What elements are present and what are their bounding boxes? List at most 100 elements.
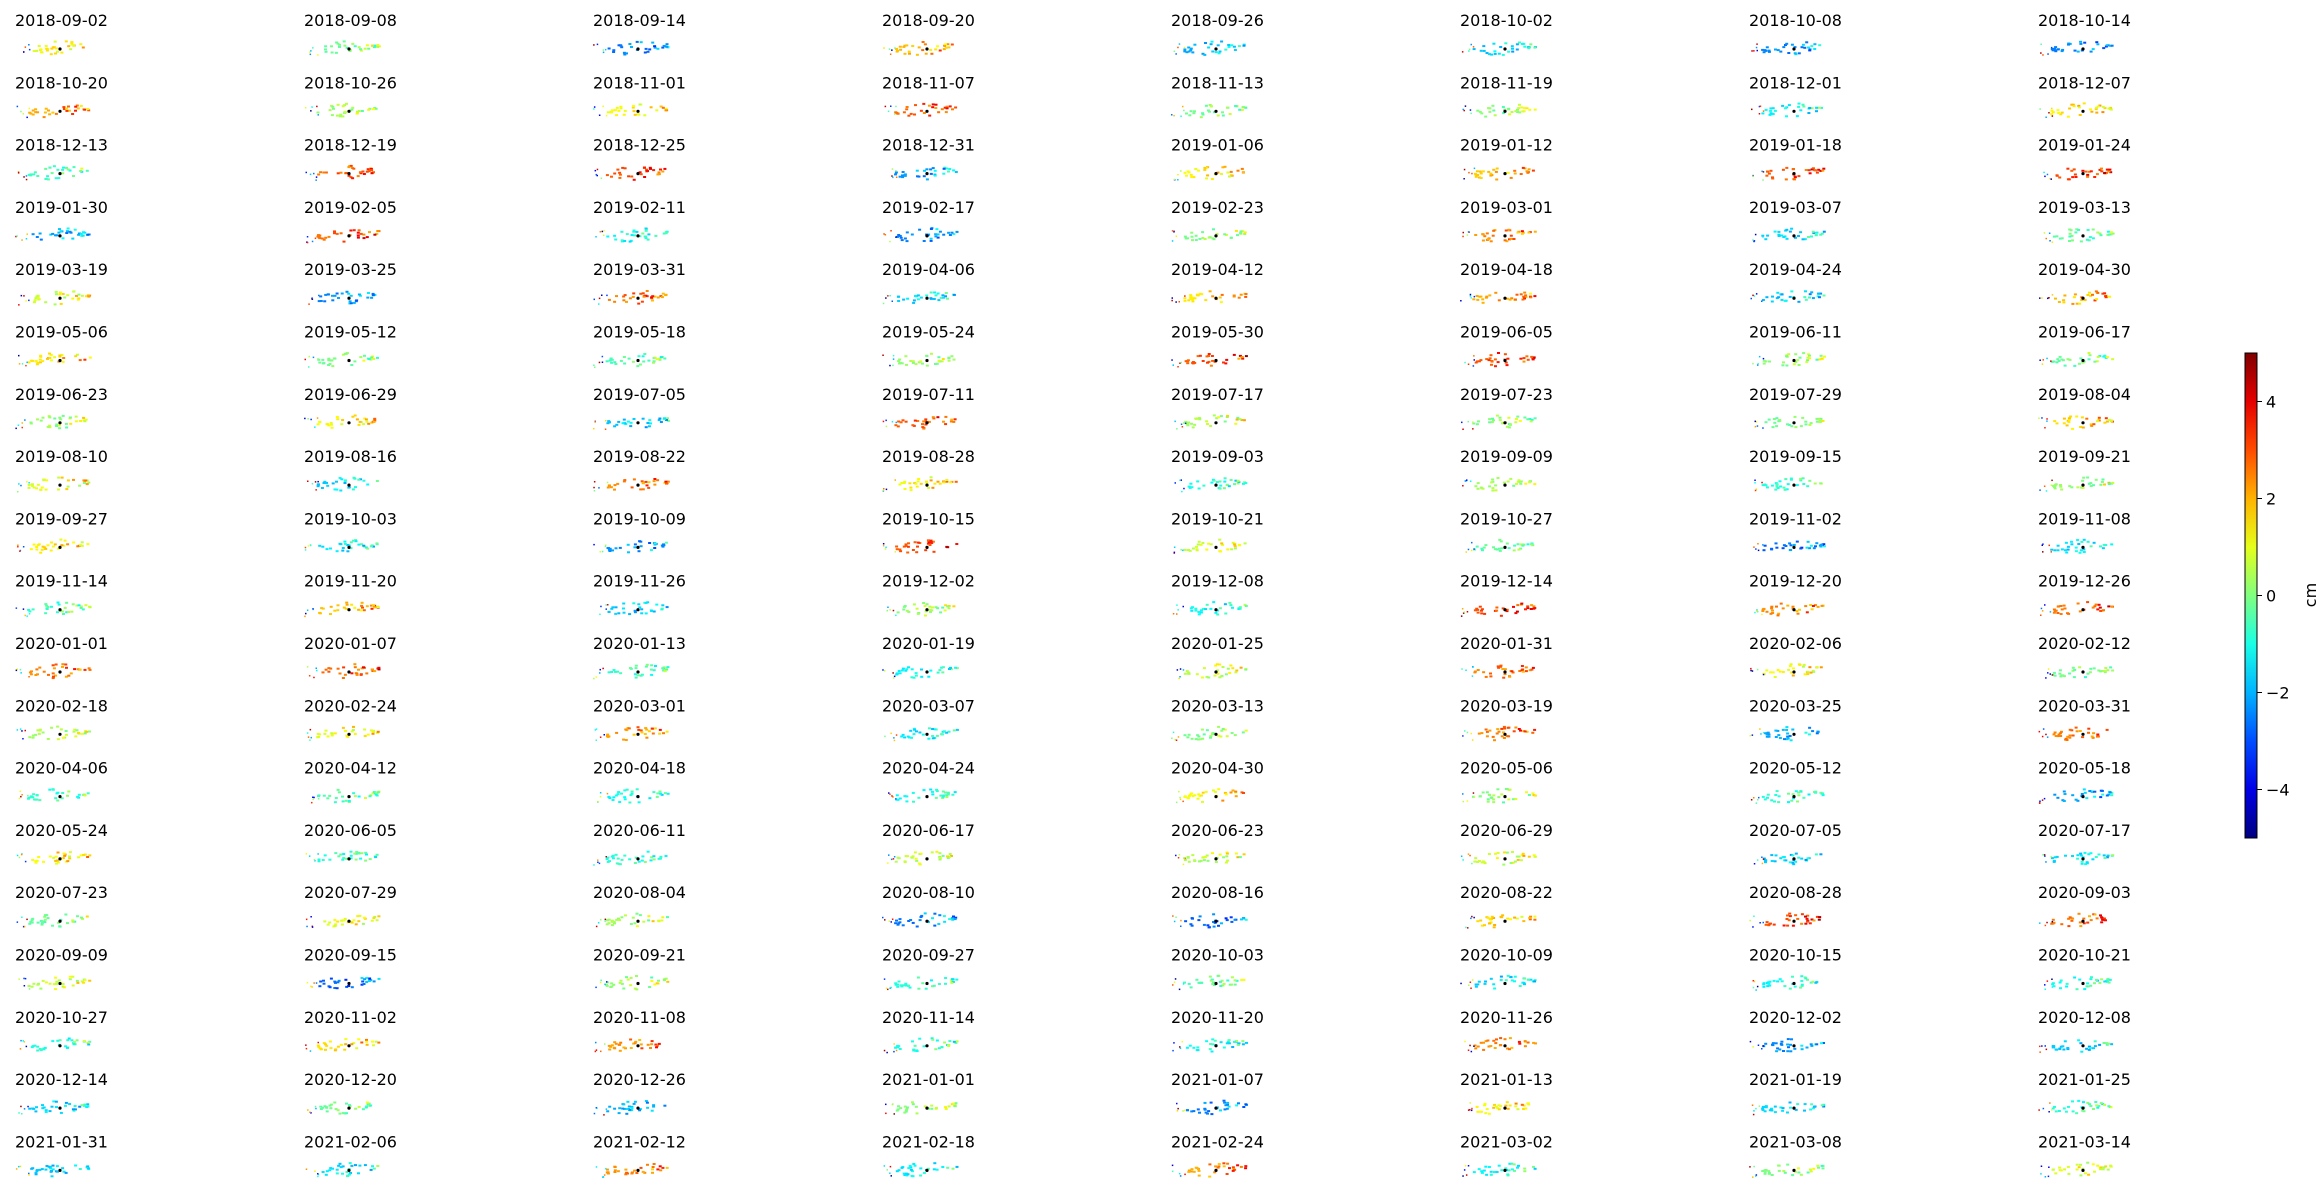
- thumbnail-pixel: [339, 115, 342, 117]
- thumbnail-pixel: [2095, 979, 2098, 981]
- thumbnail-pixel: [79, 359, 82, 361]
- thumbnail-pixel: [638, 861, 641, 863]
- thumbnail-pixel: [51, 172, 54, 174]
- thumbnail-pixel: [950, 982, 953, 984]
- thumbnail-pixel: [1465, 480, 1467, 482]
- thumbnail-pixel: [1171, 359, 1173, 361]
- thumbnail-pixel: [1799, 357, 1802, 359]
- thumbnail-pixel: [23, 978, 25, 980]
- thumbnail-pixel: [2057, 109, 2060, 111]
- thumbnail-pixel: [1786, 423, 1789, 425]
- thumbnail-pixel: [1471, 550, 1473, 552]
- thumbnail-pixel: [899, 362, 902, 364]
- thumbnail-pixel: [1527, 543, 1530, 545]
- thumbnail-pixel: [1751, 50, 1753, 52]
- thumbnail-pixel: [1219, 981, 1222, 983]
- thumbnail-pixel: [2068, 108, 2071, 110]
- thumbnail-pixel: [1751, 109, 1753, 111]
- thumbnail-pixel: [52, 676, 55, 678]
- thumbnail-pixel: [899, 918, 902, 920]
- thumbnail-pixel: [1217, 788, 1220, 790]
- thumbnail-pixel: [933, 292, 936, 294]
- thumbnail-pixel: [654, 357, 657, 359]
- thumbnail-pixel: [927, 738, 930, 740]
- thumbnail-pixel: [28, 361, 31, 363]
- panel-thumbnail: [1750, 663, 1823, 678]
- thumbnail-pixel: [606, 295, 608, 297]
- reference-point: [925, 234, 928, 237]
- thumbnail-pixel: [608, 299, 611, 301]
- thumbnail-pixel: [1781, 299, 1784, 301]
- thumbnail-pixel: [893, 355, 895, 357]
- panel-thumbnail: [1176, 788, 1245, 803]
- thumbnail-pixel: [1529, 43, 1532, 45]
- thumbnail-pixel: [1234, 547, 1237, 549]
- thumbnail-pixel: [1764, 861, 1767, 863]
- thumbnail-pixel: [323, 795, 326, 797]
- thumbnail-pixel: [341, 293, 344, 295]
- thumbnail-pixel: [929, 49, 932, 51]
- thumbnail-pixel: [1792, 606, 1795, 608]
- thumbnail-pixel: [1519, 358, 1522, 360]
- thumbnail-pixel: [1188, 673, 1191, 675]
- thumbnail-pixel: [594, 490, 596, 492]
- thumbnail-pixel: [377, 915, 380, 917]
- thumbnail-pixel: [1245, 605, 1248, 607]
- thumbnail-pixel: [600, 982, 602, 984]
- thumbnail-pixel: [72, 603, 75, 605]
- thumbnail-pixel: [1760, 733, 1762, 735]
- thumbnail-pixel: [344, 1038, 347, 1040]
- thumbnail-pixel: [658, 171, 661, 173]
- panel-thumbnail: [1462, 726, 1536, 741]
- thumbnail-pixel: [2103, 355, 2106, 357]
- thumbnail-pixel: [637, 726, 640, 728]
- thumbnail-pixel: [1212, 228, 1215, 230]
- thumbnail-pixel: [1516, 109, 1519, 111]
- reference-point: [1503, 982, 1506, 985]
- thumbnail-pixel: [66, 860, 69, 862]
- thumbnail-pixel: [898, 670, 901, 672]
- thumbnail-pixel: [1481, 298, 1484, 300]
- thumbnail-pixel: [1783, 925, 1786, 927]
- thumbnail-pixel: [318, 612, 321, 614]
- thumbnail-pixel: [1184, 920, 1187, 922]
- thumbnail-pixel: [1802, 44, 1805, 46]
- thumbnail-pixel: [2053, 420, 2056, 422]
- thumbnail-pixel: [666, 916, 669, 918]
- thumbnail-pixel: [1237, 358, 1240, 360]
- thumbnail-pixel: [312, 483, 314, 485]
- thumbnail-pixel: [1510, 235, 1513, 237]
- thumbnail-pixel: [633, 179, 636, 181]
- thumbnail-pixel: [50, 550, 53, 552]
- thumbnail-pixel: [659, 793, 662, 795]
- thumbnail-pixel: [1230, 44, 1233, 46]
- thumbnail-pixel: [362, 666, 365, 668]
- panel-title: 2019-04-30: [2038, 260, 2131, 279]
- thumbnail-pixel: [1530, 356, 1533, 358]
- thumbnail-pixel: [1244, 296, 1247, 298]
- thumbnail-pixel: [1476, 299, 1479, 301]
- thumbnail-pixel: [1757, 363, 1759, 365]
- thumbnail-pixel: [1190, 423, 1193, 425]
- thumbnail-pixel: [330, 45, 333, 47]
- thumbnail-pixel: [885, 234, 887, 236]
- thumbnail-pixel: [1484, 116, 1487, 118]
- thumbnail-pixel: [1520, 859, 1523, 861]
- thumbnail-pixel: [2072, 735, 2075, 737]
- thumbnail-pixel: [365, 981, 368, 983]
- thumbnail-pixel: [623, 419, 626, 421]
- thumbnail-pixel: [315, 179, 317, 181]
- thumbnail-pixel: [1185, 175, 1188, 177]
- thumbnail-pixel: [374, 856, 377, 858]
- thumbnail-pixel: [1533, 854, 1536, 856]
- panel-thumbnail: [1463, 167, 1535, 181]
- reference-point: [347, 608, 350, 611]
- thumbnail-pixel: [2052, 921, 2054, 923]
- thumbnail-pixel: [1182, 801, 1184, 803]
- colorbar-tick-label: 4: [2266, 393, 2276, 412]
- thumbnail-pixel: [1193, 44, 1196, 46]
- thumbnail-pixel: [884, 670, 886, 672]
- thumbnail-pixel: [2042, 736, 2044, 738]
- panel-title: 2020-11-02: [304, 1008, 397, 1027]
- thumbnail-pixel: [631, 234, 634, 236]
